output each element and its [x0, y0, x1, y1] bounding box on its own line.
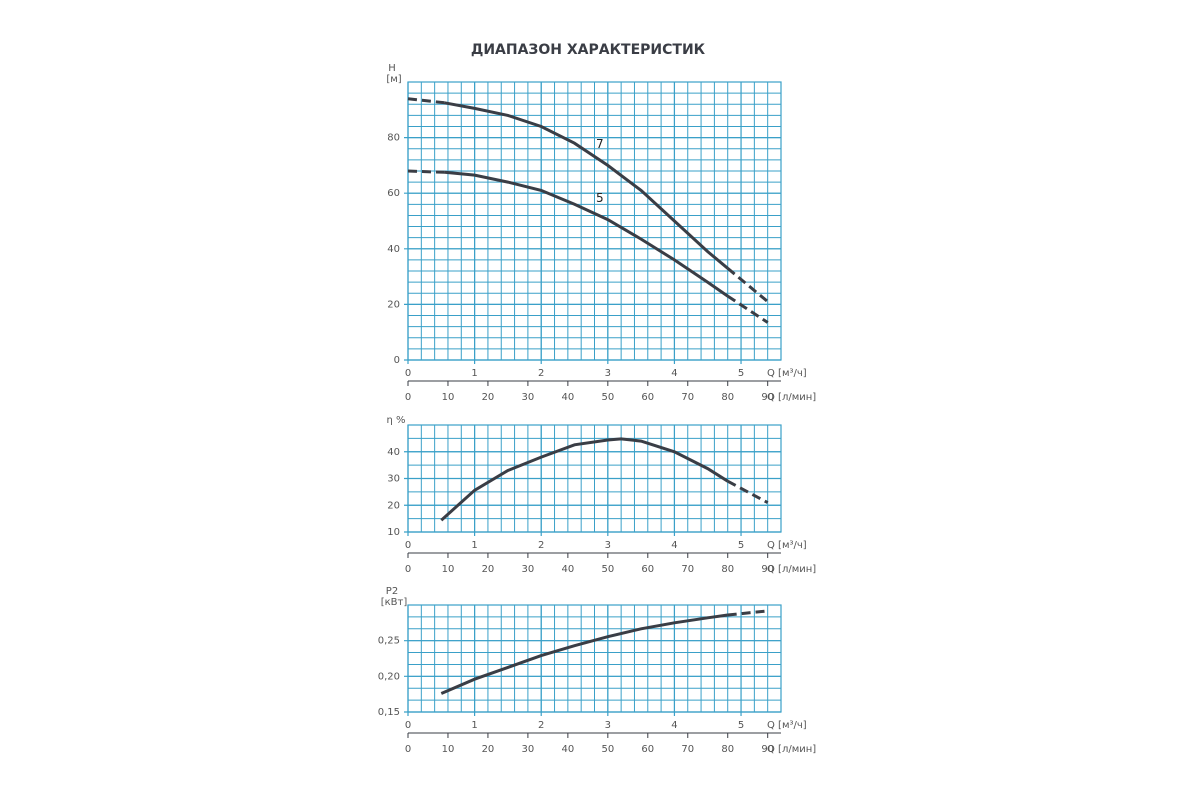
curve-dashed — [727, 609, 768, 617]
x-tick-label: 5 — [738, 368, 744, 379]
y-tick-label: 0,25 — [378, 636, 400, 647]
y-axis-unit: [кВт] — [381, 597, 408, 608]
y-tick-label: 80 — [387, 133, 400, 144]
x-tick-label: 2 — [538, 540, 544, 551]
x-axis-label: Q [м³/ч] — [767, 540, 807, 551]
x2-tick-label: 80 — [721, 392, 734, 403]
x-tick-label: 1 — [471, 540, 477, 551]
y-tick-label: 20 — [387, 500, 400, 511]
x2-tick-label: 90 — [761, 392, 774, 403]
x2-tick-label: 30 — [522, 392, 535, 403]
curve — [444, 101, 729, 270]
y-tick-label: 0,20 — [378, 671, 400, 682]
x2-axis-label: Q [л/мин] — [767, 392, 816, 403]
y-tick-label: 10 — [387, 527, 400, 538]
x2-tick-label: 60 — [641, 564, 654, 575]
x2-tick-label: 20 — [482, 744, 495, 755]
y-tick-label: 0,15 — [378, 707, 400, 718]
x2-tick-label: 20 — [482, 392, 495, 403]
x2-tick-label: 30 — [522, 744, 535, 755]
curve-dashed — [726, 267, 769, 303]
x-tick-label: 3 — [605, 540, 611, 551]
x-tick-label: 3 — [605, 720, 611, 731]
x2-tick-label: 70 — [681, 564, 694, 575]
x2-axis-label: Q [л/мин] — [767, 744, 816, 755]
x2-tick-label: 80 — [721, 744, 734, 755]
curve-dashed — [726, 479, 769, 504]
curve — [440, 613, 728, 695]
x-tick-label: 1 — [471, 720, 477, 731]
x2-tick-label: 80 — [721, 564, 734, 575]
curve-dashed — [407, 169, 445, 174]
x2-tick-label: 60 — [641, 392, 654, 403]
x-tick-label: 5 — [738, 540, 744, 551]
y-tick-label: 0 — [394, 355, 400, 366]
x2-axis-label: Q [л/мин] — [767, 564, 816, 575]
x-tick-label: 0 — [405, 368, 411, 379]
x2-tick-label: 70 — [681, 392, 694, 403]
x2-tick-label: 10 — [442, 392, 455, 403]
y-axis-label: η % — [386, 415, 405, 426]
x-tick-label: 3 — [605, 368, 611, 379]
x2-tick-label: 0 — [405, 564, 411, 575]
curve — [444, 170, 729, 298]
x2-tick-label: 50 — [601, 564, 614, 575]
chart-title: ДИАПАЗОН ХАРАКТЕРИСТИК — [471, 42, 706, 58]
x-tick-label: 0 — [405, 540, 411, 551]
curve-label: 5 — [596, 191, 604, 205]
curve-label: 7 — [596, 137, 604, 151]
x2-tick-label: 30 — [522, 564, 535, 575]
x-tick-label: 1 — [471, 368, 477, 379]
y-axis-label: H — [388, 63, 396, 74]
x2-tick-label: 40 — [561, 744, 574, 755]
y-tick-label: 30 — [387, 474, 400, 485]
x-tick-label: 2 — [538, 720, 544, 731]
x2-tick-label: 20 — [482, 564, 495, 575]
x2-tick-label: 40 — [561, 392, 574, 403]
y-tick-label: 40 — [387, 447, 400, 458]
x2-tick-label: 60 — [641, 744, 654, 755]
x-tick-label: 5 — [738, 720, 744, 731]
x2-tick-label: 10 — [442, 744, 455, 755]
x-tick-label: 0 — [405, 720, 411, 731]
x-axis-label: Q [м³/ч] — [767, 368, 807, 379]
x2-tick-label: 50 — [601, 744, 614, 755]
x-tick-label: 4 — [671, 540, 677, 551]
x-tick-label: 4 — [671, 720, 677, 731]
x2-tick-label: 0 — [405, 744, 411, 755]
y-tick-label: 40 — [387, 244, 400, 255]
y-axis-unit: [м] — [386, 74, 401, 85]
y-tick-label: 60 — [387, 188, 400, 199]
curve-dashed — [726, 294, 769, 324]
y-axis-label: P2 — [386, 586, 398, 597]
x2-tick-label: 40 — [561, 564, 574, 575]
curve — [440, 437, 729, 522]
x2-tick-label: 90 — [761, 744, 774, 755]
x-tick-label: 2 — [538, 368, 544, 379]
x-axis-label: Q [м³/ч] — [767, 720, 807, 731]
x2-tick-label: 10 — [442, 564, 455, 575]
x-tick-label: 4 — [671, 368, 677, 379]
x2-tick-label: 0 — [405, 392, 411, 403]
x2-tick-label: 50 — [601, 392, 614, 403]
y-tick-label: 20 — [387, 299, 400, 310]
curve-dashed — [407, 97, 445, 105]
x2-tick-label: 90 — [761, 564, 774, 575]
x2-tick-label: 70 — [681, 744, 694, 755]
